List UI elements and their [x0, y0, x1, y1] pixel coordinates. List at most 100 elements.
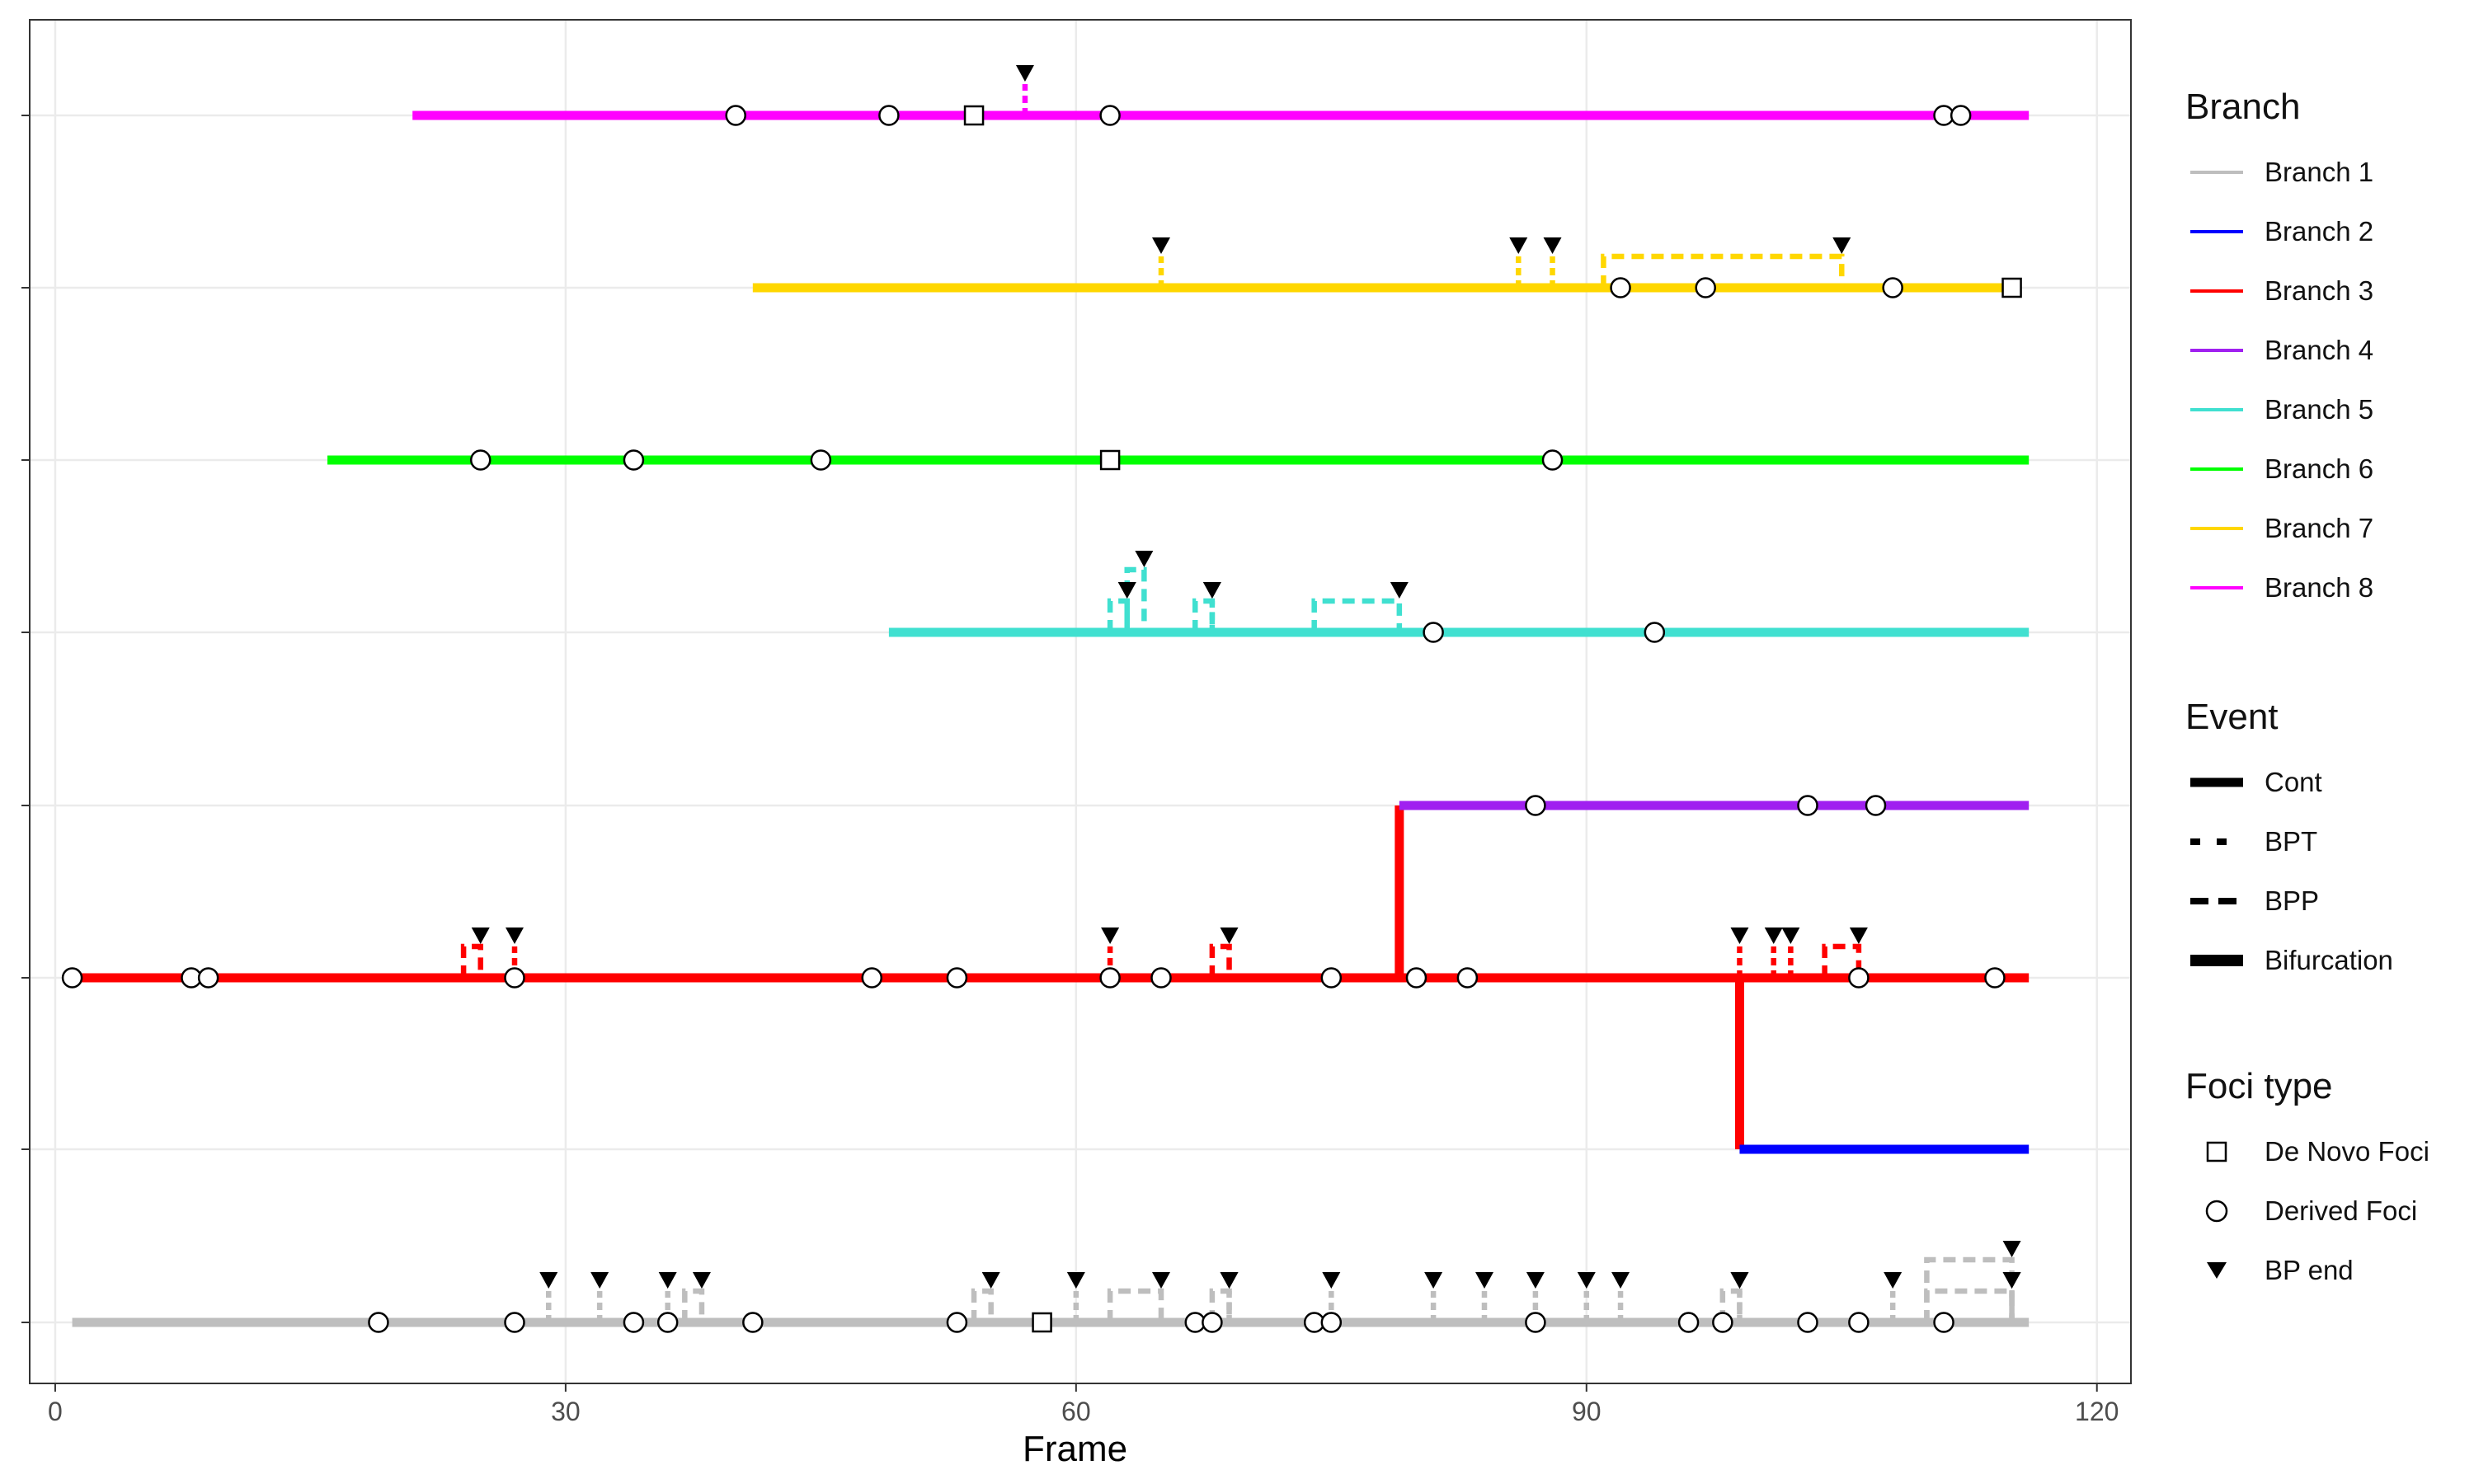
de-novo-foci-marker: [1032, 1312, 1052, 1333]
legend-branch-item: Branch 4: [2185, 321, 2373, 380]
bp-end-marker: [1202, 582, 1221, 599]
derived-foci-marker: [861, 967, 883, 989]
derived-foci-marker: [1423, 622, 1444, 643]
legend-event-item: Cont: [2185, 753, 2393, 812]
derived-foci-marker: [1984, 967, 2006, 989]
legend-foci-item: De Novo Foci: [2185, 1122, 2429, 1181]
legend-branch-label: Branch 6: [2265, 453, 2374, 484]
derived-foci-marker: [1882, 277, 1903, 298]
plot-panel: [30, 20, 2131, 1383]
bp-end-marker: [1475, 1272, 1493, 1289]
bp-end-marker: [1066, 1272, 1085, 1289]
bp-end-marker: [1832, 237, 1851, 254]
bp-end-marker: [981, 1272, 1000, 1289]
x-tick-label: 120: [2075, 1397, 2119, 1426]
legend-branch-item: Branch 5: [2185, 380, 2373, 439]
legend-event-key: [2185, 812, 2248, 871]
legend-foci-item: Derived Foci: [2185, 1181, 2429, 1241]
legend-foci-item: BP end: [2185, 1241, 2429, 1300]
bp-end-marker: [1015, 65, 1034, 82]
bp-end-marker: [2002, 1272, 2021, 1289]
derived-foci-marker: [197, 967, 219, 989]
legend-event-key: [2185, 871, 2248, 931]
legend-foci-label: BP end: [2265, 1255, 2354, 1285]
legend-branch-label: Branch 7: [2265, 513, 2374, 543]
legend-branch-key: [2185, 439, 2248, 499]
derived-foci-marker: [1405, 967, 1427, 989]
bp-end-marker: [1849, 928, 1868, 944]
legend-foci-title: Foci type: [2185, 1066, 2333, 1106]
x-tick-label: 0: [48, 1397, 63, 1426]
bp-end-marker: [1577, 1272, 1596, 1289]
bpp-bracket: [682, 1288, 705, 1322]
bp-end-marker: [1730, 928, 1749, 944]
bpp-bracket: [1209, 943, 1232, 978]
legend-branch-title: Branch: [2185, 87, 2301, 127]
x-tick-label: 30: [551, 1397, 581, 1426]
de-novo-foci-marker: [2001, 277, 2022, 298]
bp-end-marker: [471, 928, 490, 944]
legend-event-label: Bifurcation: [2265, 945, 2393, 975]
bp-end-marker: [1424, 1272, 1443, 1289]
legend-branch-key: [2185, 143, 2248, 202]
bp-end-marker: [1101, 928, 1120, 944]
legend-branch-label: Branch 8: [2265, 572, 2374, 603]
legend-branch-label: Branch 3: [2265, 275, 2374, 306]
legend-foci-label: De Novo Foci: [2265, 1136, 2429, 1167]
bp-end-marker: [1543, 237, 1562, 254]
derived-foci-marker: [1848, 1312, 1870, 1333]
bpp-bracket: [971, 1288, 994, 1322]
legend-branch-key: [2185, 261, 2248, 321]
bpp-bracket: [1822, 943, 1862, 978]
derived-foci-marker: [1933, 1312, 1954, 1333]
bp-end-marker: [1611, 1272, 1630, 1289]
derived-foci-marker: [946, 1312, 968, 1333]
derived-foci-marker: [1150, 967, 1172, 989]
derived-foci-marker: [1202, 1312, 1223, 1333]
axis-layer: 0 30 60 90 120: [21, 19, 2132, 1426]
foci-layer: [61, 105, 2022, 1333]
x-tick-label: 90: [1572, 1397, 1602, 1426]
legend-event-item: BPP: [2185, 871, 2393, 931]
bp-end-marker: [1152, 1272, 1170, 1289]
legend-branch-item: Branch 2: [2185, 202, 2373, 261]
legend-branch-key: [2185, 202, 2248, 261]
legend-event-label: Cont: [2265, 767, 2322, 797]
legend-branch-key: [2185, 558, 2248, 618]
legend-branch-item: Branch 7: [2185, 499, 2373, 558]
derived-foci-marker: [1320, 967, 1343, 989]
bp-end-marker: [1390, 582, 1409, 599]
bpp-bracket: [1601, 253, 1845, 288]
derived-foci-marker: [1456, 967, 1479, 989]
events-layer: [460, 65, 2021, 1322]
bp-end-marker: [1220, 928, 1239, 944]
derived-foci-marker: [810, 449, 832, 471]
legend-event-key: [2185, 753, 2248, 812]
bp-end-marker: [1152, 237, 1170, 254]
derived-foci-marker: [1797, 1312, 1818, 1333]
de-novo-foci-marker: [1099, 449, 1121, 471]
legend-foci-key: [2185, 1241, 2248, 1300]
x-axis-label: Frame: [1023, 1429, 1128, 1469]
bp-end-marker: [1526, 1272, 1545, 1289]
bp-end-marker: [2002, 1241, 2021, 1257]
bp-end-marker: [1764, 928, 1783, 944]
legend-event-label: BPT: [2265, 826, 2318, 857]
derived-foci-marker: [725, 105, 746, 126]
legend-foci-label: Derived Foci: [2265, 1195, 2418, 1226]
legend-event: Event Cont BPT BPP Bifurcation: [2185, 697, 2393, 990]
derived-foci-marker: [946, 967, 968, 989]
bp-end-marker: [692, 1272, 711, 1289]
derived-foci-marker: [1712, 1312, 1733, 1333]
derived-foci-marker: [1797, 795, 1818, 816]
derived-foci-marker: [1848, 967, 1870, 989]
legend-branch-label: Branch 1: [2265, 157, 2374, 187]
legend-event-label: BPP: [2265, 885, 2320, 916]
derived-foci-marker: [623, 449, 645, 471]
derived-foci-marker: [1677, 1312, 1700, 1333]
legend-foci: Foci type De Novo Foci Derived Foci BP end: [2185, 1066, 2429, 1300]
derived-foci-marker: [878, 105, 900, 126]
derived-foci-marker: [1525, 1312, 1546, 1333]
bp-end-marker: [1509, 237, 1528, 254]
